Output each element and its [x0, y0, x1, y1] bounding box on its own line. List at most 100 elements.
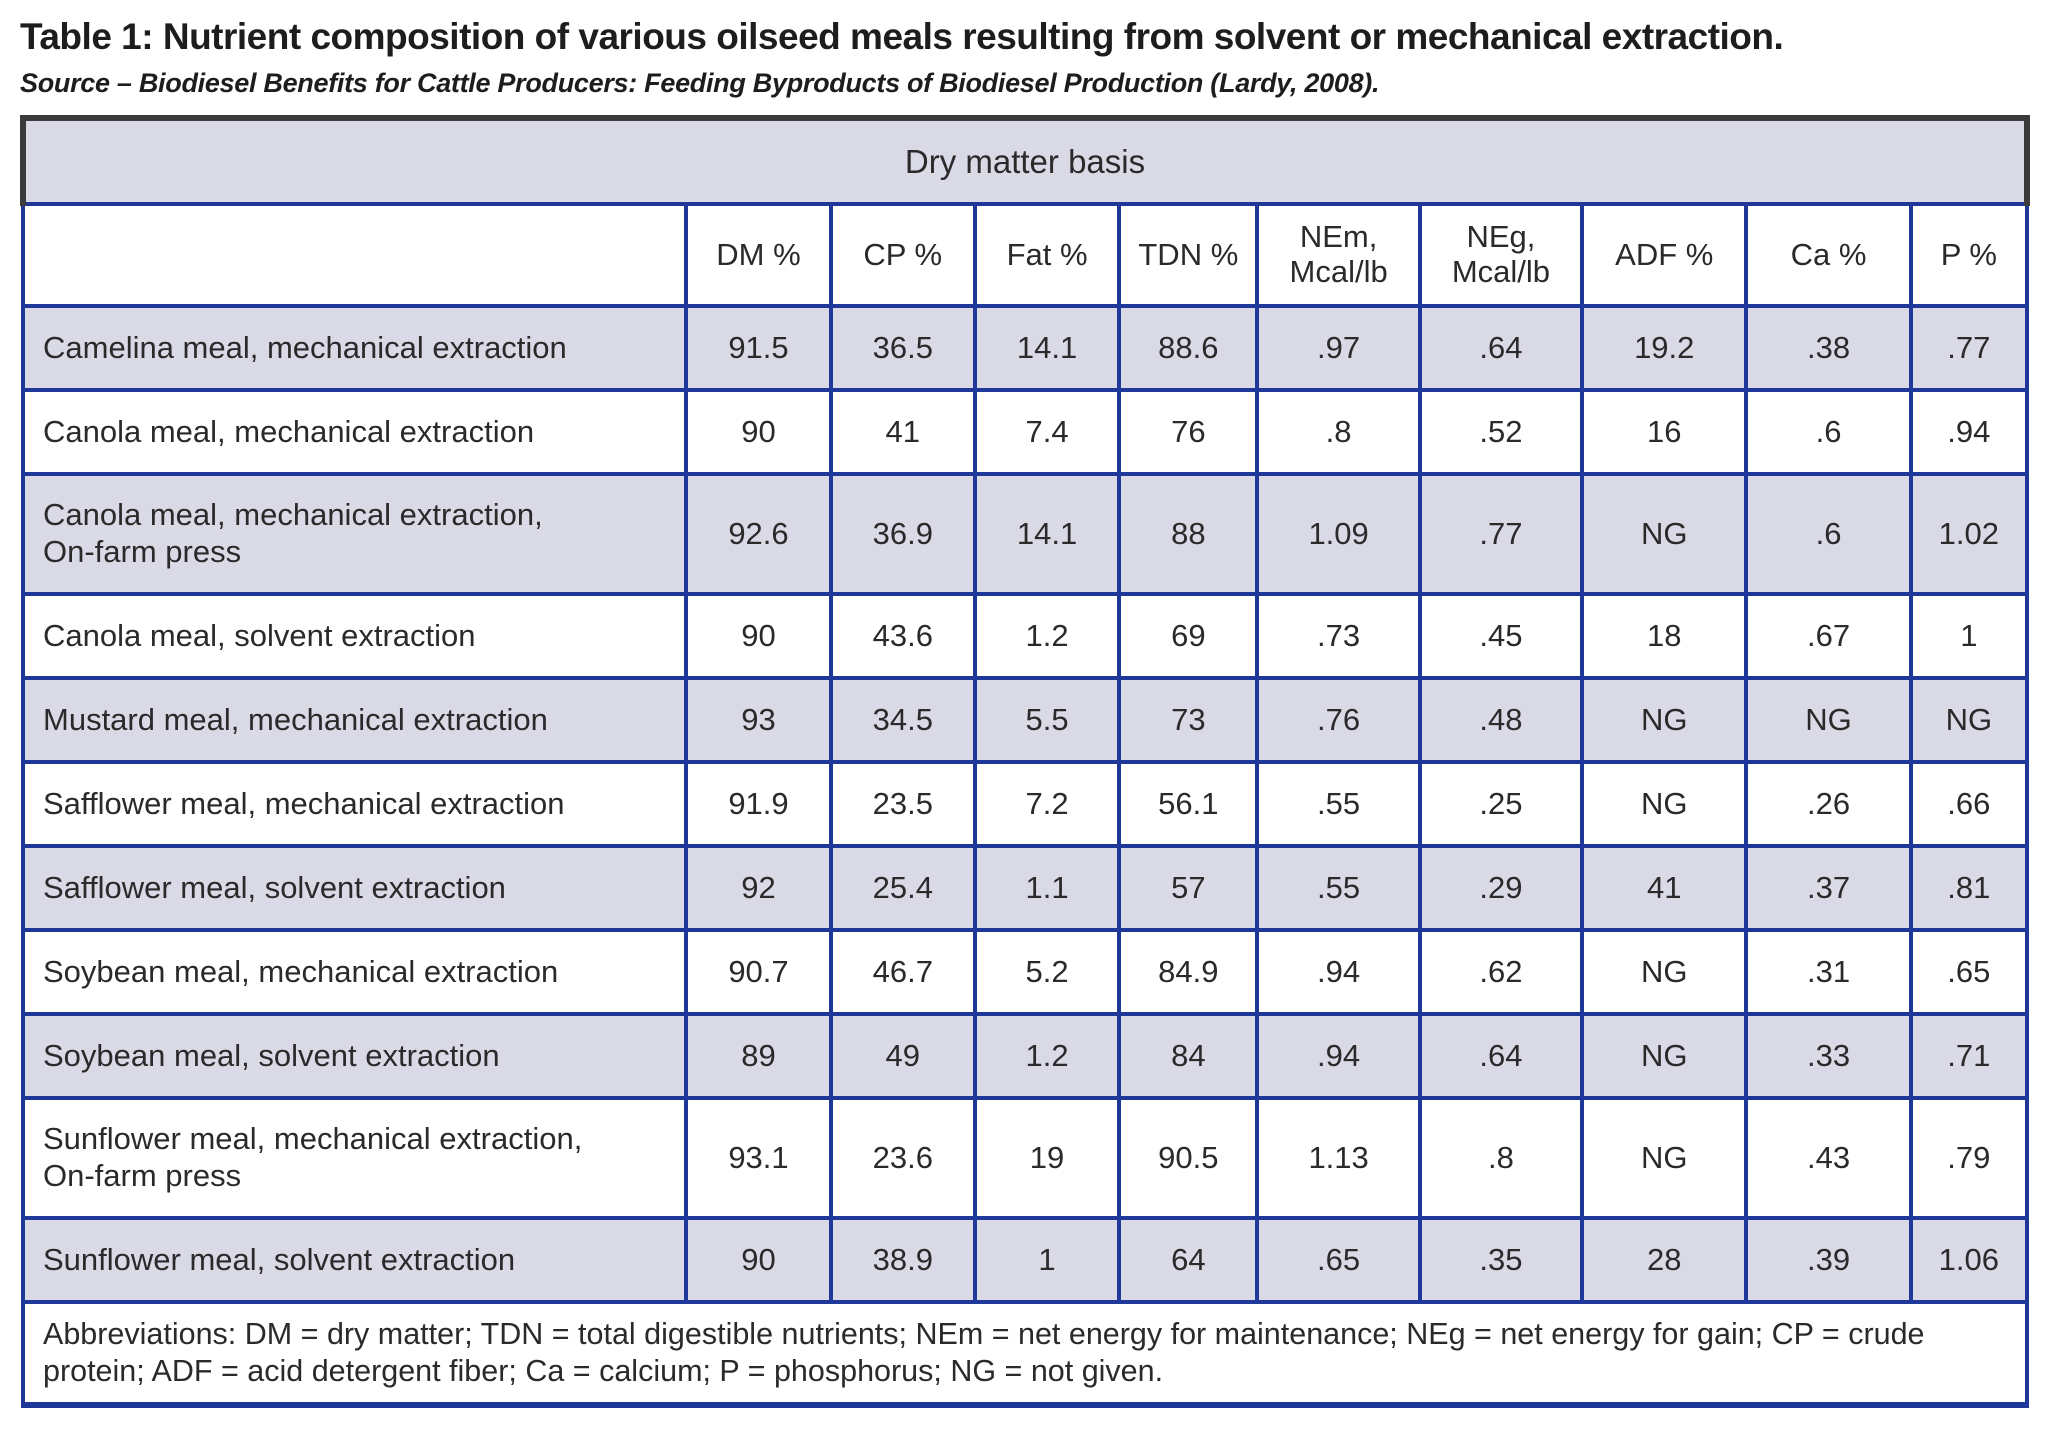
- cell-value: NG: [1580, 676, 1749, 764]
- cell-value: NG: [1580, 760, 1749, 848]
- table-title: Table 1: Nutrient composition of various…: [20, 16, 1784, 57]
- cell-value: .43: [1744, 1096, 1913, 1220]
- cell-value: 89: [684, 1012, 833, 1100]
- table-row: Soybean meal, solvent extraction 89 49 1…: [20, 1012, 2030, 1100]
- column-header-fat: Fat %: [972, 202, 1122, 308]
- cell-value: .29: [1417, 844, 1585, 932]
- cell-value: .79: [1908, 1096, 2030, 1220]
- row-label: Soybean meal, mechanical extraction: [20, 928, 689, 1016]
- table-row: Sunflower meal, mechanical extraction, O…: [20, 1096, 2030, 1220]
- cell-value: .77: [1908, 304, 2030, 392]
- cell-value: .64: [1417, 304, 1585, 392]
- cell-value: .52: [1417, 388, 1585, 476]
- cell-value: .97: [1255, 304, 1422, 392]
- cell-value: 90: [684, 592, 833, 680]
- cell-value: .45: [1417, 592, 1585, 680]
- cell-value: .62: [1417, 928, 1585, 1016]
- cell-value: 92.6: [684, 472, 833, 596]
- column-header-neg: NEg, Mcal/lb: [1417, 202, 1585, 308]
- cell-value: .64: [1417, 1012, 1585, 1100]
- cell-value: 7.2: [972, 760, 1122, 848]
- cell-value: 90.7: [684, 928, 833, 1016]
- table-row: Mustard meal, mechanical extraction 93 3…: [20, 676, 2030, 764]
- table-row: Camelina meal, mechanical extraction 91.…: [20, 304, 2030, 392]
- cell-value: 36.9: [828, 472, 977, 596]
- column-header-cp: CP %: [828, 202, 977, 308]
- row-label: Sunflower meal, solvent extraction: [20, 1216, 689, 1304]
- cell-value: 14.1: [972, 472, 1122, 596]
- table-row: Soybean meal, mechanical extraction 90.7…: [20, 928, 2030, 1016]
- nutrient-composition-table: Dry matter basis DM % CP % Fat % TDN % N…: [20, 115, 2030, 1409]
- cell-value: 91.9: [684, 760, 833, 848]
- cell-value: .65: [1255, 1216, 1422, 1304]
- cell-value: 57: [1117, 844, 1260, 932]
- cell-value: .39: [1744, 1216, 1913, 1304]
- cell-value: NG: [1580, 1096, 1749, 1220]
- cell-value: 1: [1908, 592, 2030, 680]
- cell-value: NG: [1908, 676, 2030, 764]
- cell-value: .67: [1744, 592, 1913, 680]
- cell-value: 16: [1580, 388, 1749, 476]
- cell-value: 1.02: [1908, 472, 2030, 596]
- cell-value: 14.1: [972, 304, 1122, 392]
- cell-value: .6: [1744, 472, 1913, 596]
- column-header-adf: ADF %: [1580, 202, 1749, 308]
- cell-value: 1.2: [972, 592, 1122, 680]
- cell-value: 90: [684, 388, 833, 476]
- cell-value: .8: [1255, 388, 1422, 476]
- cell-value: .6: [1744, 388, 1913, 476]
- cell-value: .35: [1417, 1216, 1585, 1304]
- table-row: Canola meal, mechanical extraction, On-f…: [20, 472, 2030, 596]
- cell-value: .33: [1744, 1012, 1913, 1100]
- banner-label: Dry matter basis: [20, 115, 2030, 206]
- table-row: Canola meal, solvent extraction 90 43.6 …: [20, 592, 2030, 680]
- cell-value: 1.13: [1255, 1096, 1422, 1220]
- cell-value: 46.7: [828, 928, 977, 1016]
- cell-value: 92: [684, 844, 833, 932]
- cell-value: 23.5: [828, 760, 977, 848]
- cell-value: NG: [1580, 472, 1749, 596]
- cell-value: .66: [1908, 760, 2030, 848]
- cell-value: 5.5: [972, 676, 1122, 764]
- cell-value: 64: [1117, 1216, 1260, 1304]
- cell-value: 5.2: [972, 928, 1122, 1016]
- cell-value: .55: [1255, 844, 1422, 932]
- cell-value: 91.5: [684, 304, 833, 392]
- cell-value: .31: [1744, 928, 1913, 1016]
- cell-value: 23.6: [828, 1096, 977, 1220]
- abbreviations-text: Abbreviations: DM = dry matter; TDN = to…: [21, 1299, 2029, 1409]
- cell-value: 34.5: [828, 676, 977, 764]
- row-label: Safflower meal, mechanical extraction: [20, 760, 689, 848]
- column-header-dm: DM %: [684, 202, 833, 308]
- cell-value: 7.4: [972, 388, 1122, 476]
- cell-value: 19: [972, 1096, 1122, 1220]
- column-header-row: DM % CP % Fat % TDN % NEm, Mcal/lb NEg, …: [20, 202, 2030, 308]
- cell-value: 41: [828, 388, 977, 476]
- cell-value: 25.4: [828, 844, 977, 932]
- cell-value: 93: [684, 676, 833, 764]
- cell-value: .38: [1744, 304, 1913, 392]
- cell-value: 56.1: [1117, 760, 1260, 848]
- cell-value: .65: [1908, 928, 2030, 1016]
- cell-value: 18: [1580, 592, 1749, 680]
- table-row: Canola meal, mechanical extraction 90 41…: [20, 388, 2030, 476]
- cell-value: .37: [1744, 844, 1913, 932]
- cell-value: 73: [1117, 676, 1260, 764]
- row-label: Sunflower meal, mechanical extraction, O…: [20, 1096, 689, 1220]
- cell-value: NG: [1580, 928, 1749, 1016]
- cell-value: .48: [1417, 676, 1585, 764]
- cell-value: .55: [1255, 760, 1422, 848]
- row-label: Canola meal, mechanical extraction, On-f…: [20, 472, 689, 596]
- cell-value: 90.5: [1117, 1096, 1260, 1220]
- row-label: Safflower meal, solvent extraction: [20, 844, 689, 932]
- table-banner-row: Dry matter basis: [20, 115, 2030, 206]
- row-label: Canola meal, mechanical extraction: [20, 388, 689, 476]
- cell-value: 38.9: [828, 1216, 977, 1304]
- cell-value: 49: [828, 1012, 977, 1100]
- cell-value: 1.1: [972, 844, 1122, 932]
- cell-value: NG: [1744, 676, 1913, 764]
- cell-value: 88: [1117, 472, 1260, 596]
- cell-value: 1.09: [1255, 472, 1422, 596]
- table-row: Safflower meal, mechanical extraction 91…: [20, 760, 2030, 848]
- cell-value: 1: [972, 1216, 1122, 1304]
